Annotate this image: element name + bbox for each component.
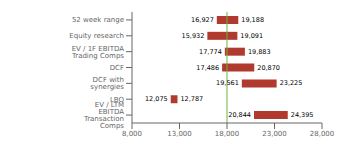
svg-text:EV / LTMEBITDATransactionComps: EV / LTMEBITDATransactionComps (83, 101, 124, 130)
svg-text:17,774: 17,774 (199, 48, 222, 56)
svg-text:19,091: 19,091 (240, 32, 263, 40)
svg-text:19,883: 19,883 (248, 48, 271, 56)
svg-text:17,486: 17,486 (196, 64, 219, 72)
svg-text:16,927: 16,927 (191, 16, 214, 24)
svg-text:Equity research: Equity research (69, 32, 124, 40)
svg-text:28,000: 28,000 (310, 130, 334, 138)
svg-text:23,225: 23,225 (280, 79, 303, 87)
svg-text:18,000: 18,000 (215, 130, 240, 138)
svg-text:19,188: 19,188 (241, 16, 264, 24)
svg-text:24,395: 24,395 (291, 111, 314, 119)
svg-text:19,561: 19,561 (216, 79, 239, 87)
svg-text:20,844: 20,844 (228, 111, 251, 119)
svg-text:52 week range: 52 week range (72, 16, 124, 24)
svg-text:8,000: 8,000 (122, 130, 142, 138)
svg-text:12,075: 12,075 (145, 95, 168, 103)
svg-text:12,787: 12,787 (180, 95, 203, 103)
svg-text:20,870: 20,870 (257, 64, 280, 72)
svg-text:DCF withsynergies: DCF withsynergies (90, 76, 124, 91)
svg-text:15,932: 15,932 (182, 32, 205, 40)
svg-text:23,000: 23,000 (262, 130, 287, 138)
svg-text:DCF: DCF (110, 64, 124, 72)
svg-text:LBO: LBO (110, 96, 125, 104)
svg-text:13,000: 13,000 (167, 130, 192, 138)
svg-text:EV / 1F EBITDATrading Comps: EV / 1F EBITDATrading Comps (71, 45, 124, 60)
